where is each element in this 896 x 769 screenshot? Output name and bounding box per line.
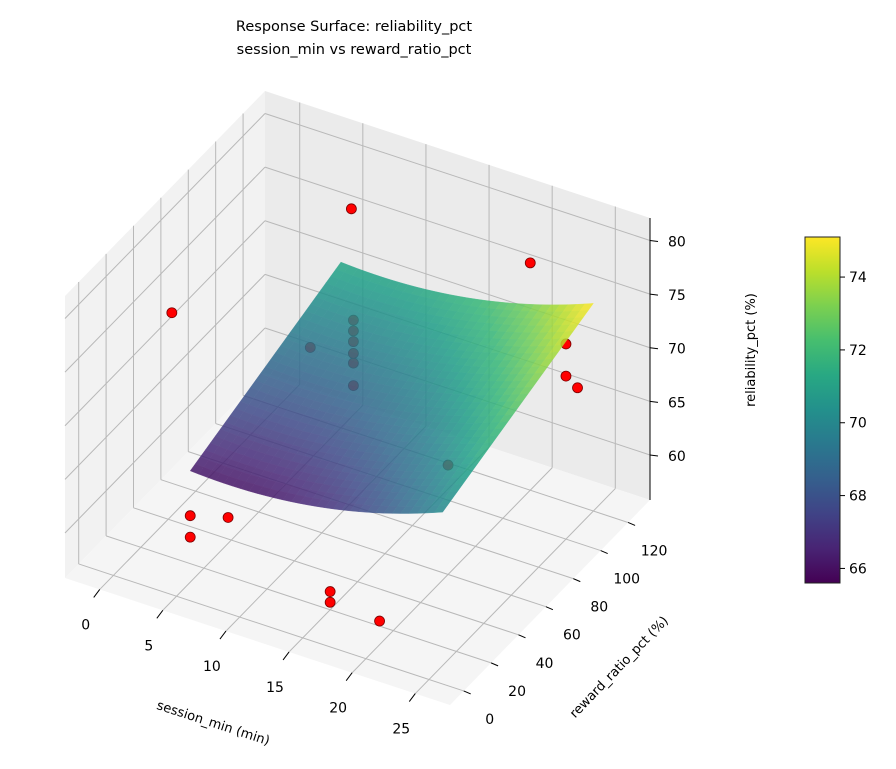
y-tick <box>518 634 526 639</box>
z-gridline-back <box>264 113 651 241</box>
chart-subtitle: session_min vs reward_ratio_pct <box>237 42 472 58</box>
x-tick <box>93 589 101 598</box>
surface-patch <box>433 504 449 513</box>
y-tick <box>545 606 554 611</box>
y-tick-label: 40 <box>536 656 554 672</box>
colorbar <box>804 236 841 584</box>
x-tick-label: 0 <box>81 617 90 633</box>
x-tick-label: 5 <box>144 638 153 654</box>
x-tick-label: 20 <box>329 701 347 717</box>
y-tick <box>600 550 608 555</box>
x-tick <box>219 630 227 640</box>
y-gridline-floor <box>133 507 519 636</box>
z-tick <box>649 293 659 296</box>
y-gridline-floor <box>160 479 547 608</box>
z-tick-label: 80 <box>668 235 686 251</box>
y-tick <box>463 690 471 695</box>
data-point <box>572 382 583 394</box>
data-point <box>324 596 336 608</box>
z-gridline-left <box>64 113 266 319</box>
z-gridline-back <box>264 166 651 295</box>
z-tick-label: 60 <box>668 449 686 465</box>
colorbar-tick-label: 66 <box>849 561 867 577</box>
z-gridline-left <box>64 166 266 373</box>
data-point <box>560 370 572 382</box>
data-point <box>222 512 234 523</box>
x-tick-label: 15 <box>266 680 284 696</box>
colorbar-tick-label: 72 <box>849 343 867 359</box>
y-gridline-floor <box>78 563 464 692</box>
chart-title: Response Surface: reliability_pct <box>236 19 472 35</box>
z-axis-label: reliability_pct (%) <box>744 293 759 407</box>
z-gridline-left <box>64 327 266 534</box>
y-tick-label: 100 <box>613 572 640 588</box>
data-point <box>345 203 357 215</box>
x-gridline-floor <box>351 467 553 674</box>
x-tick-label: 10 <box>203 659 221 675</box>
z-tick-label: 75 <box>668 288 686 304</box>
z-tick <box>649 240 659 243</box>
y-tick-label: 80 <box>590 600 608 616</box>
colorbar-tick-label: 74 <box>849 270 867 286</box>
y-gridline-floor <box>105 535 492 664</box>
data-point <box>184 510 196 522</box>
x-tick <box>345 672 353 682</box>
x-tick <box>156 609 164 619</box>
x-axis-label: session_min (min) <box>155 698 272 749</box>
data-point <box>524 257 536 269</box>
colorbar-tick-label: 68 <box>849 489 867 505</box>
data-point <box>374 615 385 627</box>
x-tick-label: 25 <box>392 722 410 738</box>
x-gridline-floor <box>414 488 616 694</box>
data-point <box>324 586 336 597</box>
colorbar-tick-label: 70 <box>849 416 867 432</box>
z-gridline-left <box>64 274 266 480</box>
colorbar-ticks: 66 68 70 72 74 <box>840 270 867 577</box>
y-axis-label: reward_ratio_pct (%) <box>567 614 672 722</box>
z-gridline-left <box>64 220 266 427</box>
y-tick-label: 0 <box>485 712 494 728</box>
z-tick <box>649 400 659 403</box>
z-gridline-back <box>264 220 651 349</box>
y-tick-label: 60 <box>563 628 581 644</box>
y-tick <box>627 522 636 526</box>
y-tick-label: 20 <box>508 684 526 700</box>
surface <box>189 261 594 514</box>
left-pane <box>65 91 265 578</box>
y-tick <box>490 662 499 667</box>
z-tick-label: 70 <box>668 342 686 358</box>
x-tick <box>282 651 290 661</box>
y-tick <box>573 578 581 583</box>
x-tick <box>408 693 416 702</box>
z-tick-label: 65 <box>668 395 686 411</box>
z-tick <box>649 347 659 350</box>
z-tick <box>649 454 659 457</box>
data-point <box>166 307 178 319</box>
y-tick-label: 120 <box>641 543 668 559</box>
data-point <box>184 531 196 543</box>
